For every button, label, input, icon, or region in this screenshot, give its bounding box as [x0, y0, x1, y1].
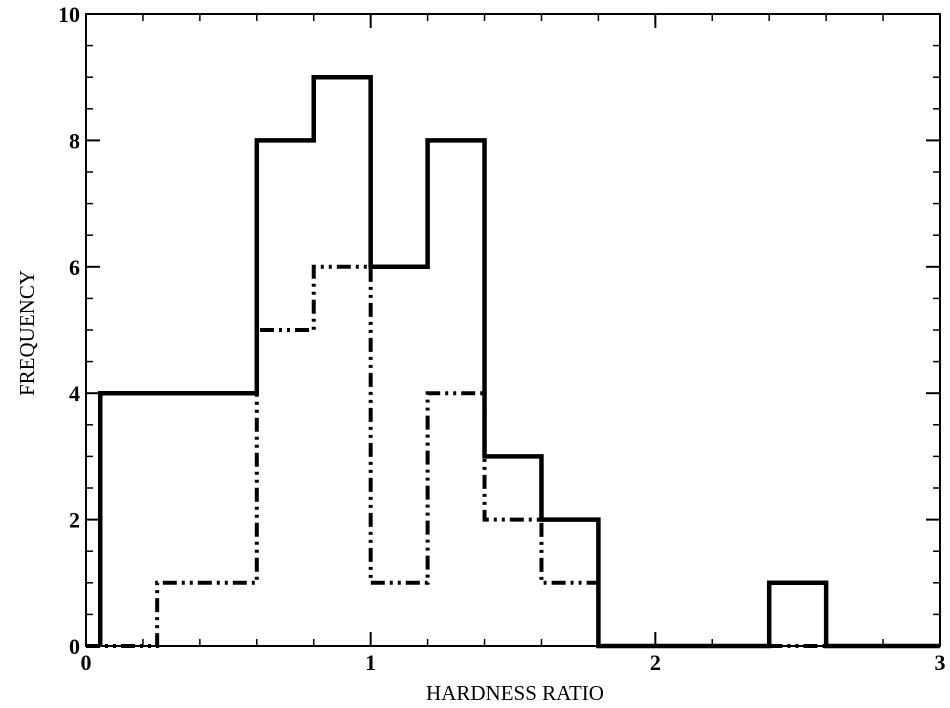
y-tick-label: 6 [69, 255, 80, 280]
y-tick-label: 0 [69, 634, 80, 659]
axis-ticks [85, 13, 941, 647]
plot-border [85, 13, 941, 647]
series-solid-line [97, 74, 940, 649]
series-layer [86, 74, 940, 649]
x-tick-label: 3 [935, 650, 946, 675]
x-tick-label: 1 [365, 650, 376, 675]
y-tick-label: 2 [69, 508, 80, 533]
x-tick-label: 0 [81, 650, 92, 675]
plot-frame [85, 13, 941, 647]
series-dash-dot-line [86, 264, 940, 648]
y-tick-label: 10 [58, 2, 80, 27]
x-axis-title: HARDNESS RATIO [426, 681, 604, 705]
tick-labels: 0 1 2 3 0 2 4 6 8 10 [58, 2, 946, 675]
y-tick-label: 8 [69, 128, 80, 153]
x-tick-label: 2 [650, 650, 661, 675]
y-tick-label: 4 [69, 381, 80, 406]
y-axis-title: FREQUENCY [15, 270, 39, 396]
